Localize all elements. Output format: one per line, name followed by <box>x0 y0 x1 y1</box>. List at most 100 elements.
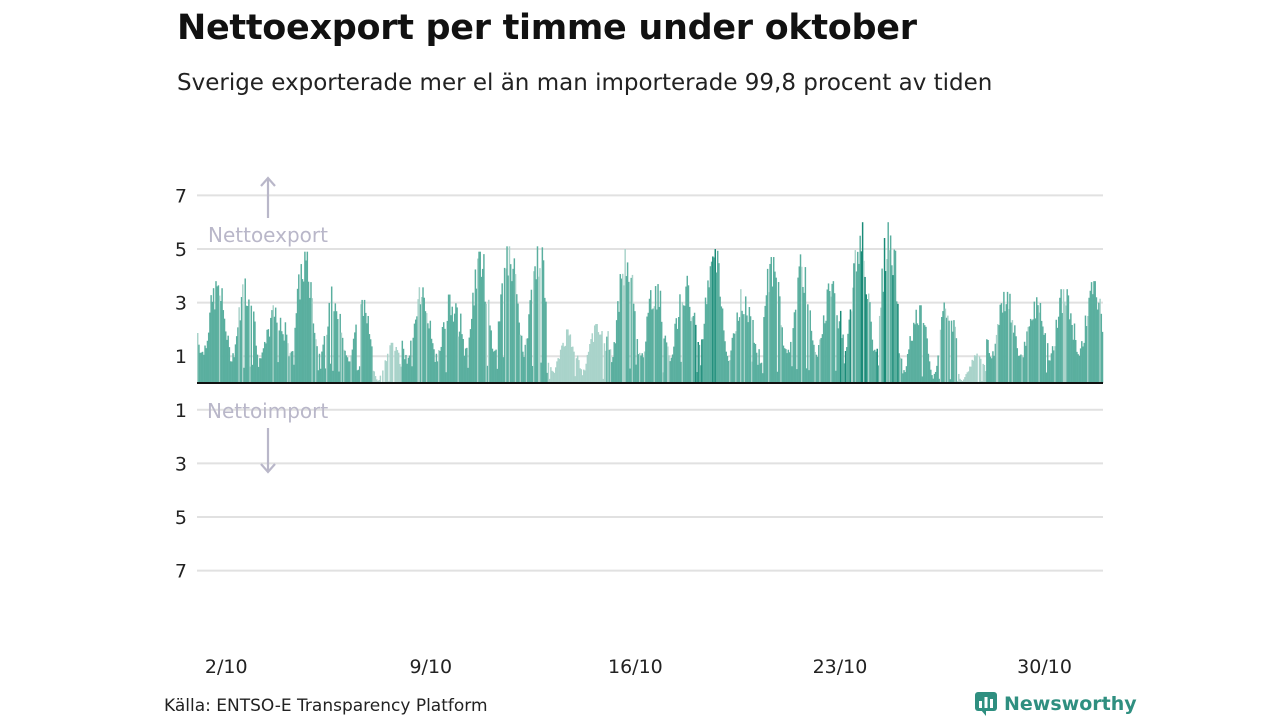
hour-bar <box>631 274 634 383</box>
hour-bar <box>499 321 501 383</box>
hour-bar <box>1018 355 1021 383</box>
hour-bar <box>455 303 457 383</box>
hour-bar <box>699 365 702 383</box>
hour-bar <box>1021 355 1023 383</box>
hour-bar <box>635 364 637 383</box>
hour-bar <box>514 274 517 383</box>
hour-bar <box>581 375 584 383</box>
hour-bar <box>390 342 393 383</box>
hour-bar <box>1067 295 1070 383</box>
hour-bar <box>569 334 572 383</box>
x-axis-labels: 2/10 9/10 16/10 23/10 30/10 <box>205 656 1072 678</box>
hour-bar <box>956 380 959 383</box>
hour-bar <box>384 360 386 383</box>
hour-bar <box>265 343 267 383</box>
hour-bar <box>300 264 302 383</box>
hour-bar <box>574 376 576 383</box>
nettoimport-label: Nettoimport <box>207 399 328 423</box>
hour-bar <box>669 361 671 383</box>
hour-bar <box>260 358 262 383</box>
x-tick-label: 30/10 <box>1017 656 1072 678</box>
hour-bar <box>847 333 849 383</box>
y-axis-labels: 7 5 3 1 1 3 5 7 <box>175 185 187 582</box>
hour-bar <box>539 268 541 383</box>
hour-bar <box>211 301 214 383</box>
x-tick-label: 9/10 <box>409 656 452 678</box>
hour-bar <box>305 260 307 383</box>
hour-bar <box>835 370 837 383</box>
hour-bar <box>867 293 870 383</box>
hour-bar <box>488 299 490 383</box>
hour-bar <box>469 329 472 383</box>
hour-bar <box>456 307 458 383</box>
hour-bar <box>329 363 332 383</box>
hour-bar <box>725 351 727 383</box>
hour-bar <box>242 284 244 383</box>
hour-bar <box>998 325 1000 383</box>
hour-bar <box>299 299 301 383</box>
hour-bar <box>1020 354 1022 383</box>
hour-bar <box>563 346 566 383</box>
hour-bar <box>266 329 268 383</box>
hour-bar <box>839 310 842 383</box>
hour-bar <box>832 281 835 383</box>
brand-logo[interactable]: Newsworthy <box>975 692 1137 716</box>
hour-bar <box>312 323 315 383</box>
hour-bar <box>279 317 282 383</box>
hour-bar <box>614 343 617 383</box>
hour-bar <box>793 312 796 383</box>
hour-bar <box>317 370 320 383</box>
hour-bar <box>245 305 248 383</box>
hour-bar <box>943 302 945 383</box>
hour-bar <box>228 347 231 383</box>
hour-bar <box>1056 327 1059 383</box>
hour-bar <box>1046 343 1049 383</box>
hour-bar <box>399 363 401 383</box>
hour-bar <box>973 355 976 383</box>
hour-bar <box>285 334 288 383</box>
hour-bar <box>810 330 813 383</box>
hour-bar <box>893 249 896 383</box>
hour-bar <box>724 341 726 383</box>
hour-bar <box>284 322 287 383</box>
hour-bar <box>611 362 613 383</box>
hour-bar <box>934 371 937 383</box>
hour-bar <box>675 318 678 383</box>
hour-bar <box>584 370 586 383</box>
hour-bar <box>640 355 642 383</box>
hour-bar <box>668 355 670 383</box>
hour-bar <box>809 310 811 383</box>
hour-bar <box>340 332 343 383</box>
hour-bar <box>961 380 964 383</box>
hour-bar <box>872 350 875 383</box>
hour-bar <box>473 305 475 383</box>
hour-bar <box>335 311 338 383</box>
hour-bar <box>484 301 486 383</box>
hour-bar <box>630 277 632 383</box>
y-tick-label: 7 <box>175 185 187 207</box>
hour-bar <box>512 268 514 383</box>
hour-bar <box>428 328 430 383</box>
hour-bar <box>687 285 690 383</box>
hour-bar <box>886 259 888 383</box>
hour-bar <box>932 378 934 383</box>
hour-bar <box>237 327 239 383</box>
hour-bar <box>542 260 545 383</box>
hour-bar <box>423 297 425 383</box>
hour-bar <box>254 321 256 383</box>
hour-bar <box>959 378 961 383</box>
hour-bar <box>503 267 506 383</box>
hour-bar <box>1015 336 1017 383</box>
hour-bar <box>552 371 555 383</box>
hour-bar <box>887 222 889 383</box>
hour-bar <box>396 350 399 383</box>
hour-bar <box>608 349 611 383</box>
hour-bar <box>815 354 818 383</box>
hour-bar <box>881 268 883 383</box>
hour-bar <box>1068 319 1071 383</box>
hour-bar <box>416 316 418 383</box>
hour-bar <box>602 378 604 383</box>
hour-bar <box>528 314 530 383</box>
hour-bar <box>906 353 909 383</box>
hour-bar <box>970 366 972 383</box>
